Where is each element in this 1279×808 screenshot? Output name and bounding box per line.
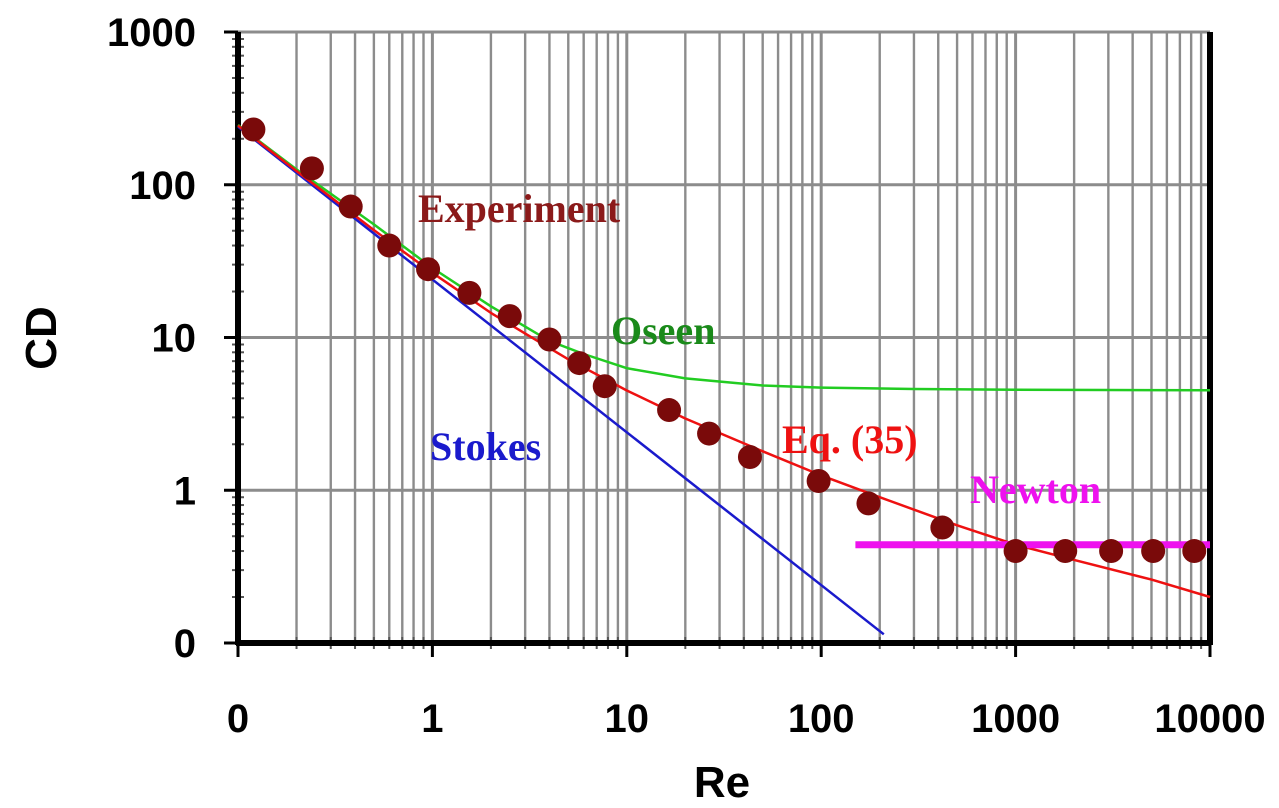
series-line-oseen bbox=[237, 124, 1211, 392]
data-point-experiment bbox=[299, 156, 324, 181]
y-tick-label: 100 bbox=[129, 164, 196, 208]
data-point-experiment bbox=[567, 351, 592, 376]
data-point-experiment bbox=[930, 515, 955, 540]
data-point-experiment bbox=[537, 327, 562, 352]
data-point-experiment bbox=[241, 117, 266, 142]
x-tick-label: 1000 bbox=[971, 697, 1060, 741]
x-tick-label: 10 bbox=[605, 697, 650, 741]
data-point-experiment bbox=[1182, 539, 1207, 564]
axes bbox=[224, 30, 1213, 657]
series-line-eq-35 bbox=[237, 124, 1211, 599]
data-point-experiment bbox=[1141, 539, 1166, 564]
x-tick-label: 1 bbox=[421, 697, 443, 741]
data-point-experiment bbox=[856, 491, 881, 516]
series-label-stokes: Stokes bbox=[430, 424, 541, 469]
y-tick-label: 1000 bbox=[107, 11, 196, 55]
data-point-experiment bbox=[338, 194, 363, 219]
data-point-experiment bbox=[1099, 539, 1124, 564]
data-point-experiment bbox=[416, 257, 441, 282]
data-point-experiment bbox=[592, 374, 617, 399]
data-point-experiment bbox=[457, 280, 482, 305]
y-axis-title: CD bbox=[17, 306, 66, 370]
x-axis-title: Re bbox=[694, 758, 750, 807]
y-tick-label: 0 bbox=[174, 622, 196, 666]
x-tick-labels: 0 1 10 100 1000 10000 bbox=[227, 697, 1266, 741]
y-tick-label: 10 bbox=[152, 317, 197, 361]
x-tick-label: 10000 bbox=[1154, 697, 1265, 741]
x-tick-label: 0 bbox=[227, 697, 249, 741]
series-labels: Experiment Oseen Stokes Eq. (35) Newton bbox=[418, 186, 1101, 512]
y-tick-labels: 0 1 10 100 1000 bbox=[107, 11, 196, 666]
series-label-experiment: Experiment bbox=[418, 186, 621, 231]
data-point-experiment bbox=[377, 233, 402, 258]
series-label-newton: Newton bbox=[970, 467, 1101, 512]
data-point-experiment bbox=[657, 398, 682, 423]
y-tick-label: 1 bbox=[174, 469, 196, 513]
data-point-experiment bbox=[697, 421, 722, 446]
series-label-oseen: Oseen bbox=[611, 308, 715, 353]
data-point-experiment bbox=[1003, 539, 1028, 564]
data-point-experiment bbox=[1053, 539, 1078, 564]
experiment-markers bbox=[241, 117, 1207, 564]
x-tick-label: 100 bbox=[788, 697, 855, 741]
data-point-experiment bbox=[737, 445, 762, 470]
data-point-experiment bbox=[497, 304, 522, 329]
series-label-eq-35: Eq. (35) bbox=[782, 417, 918, 462]
data-point-experiment bbox=[806, 468, 831, 493]
